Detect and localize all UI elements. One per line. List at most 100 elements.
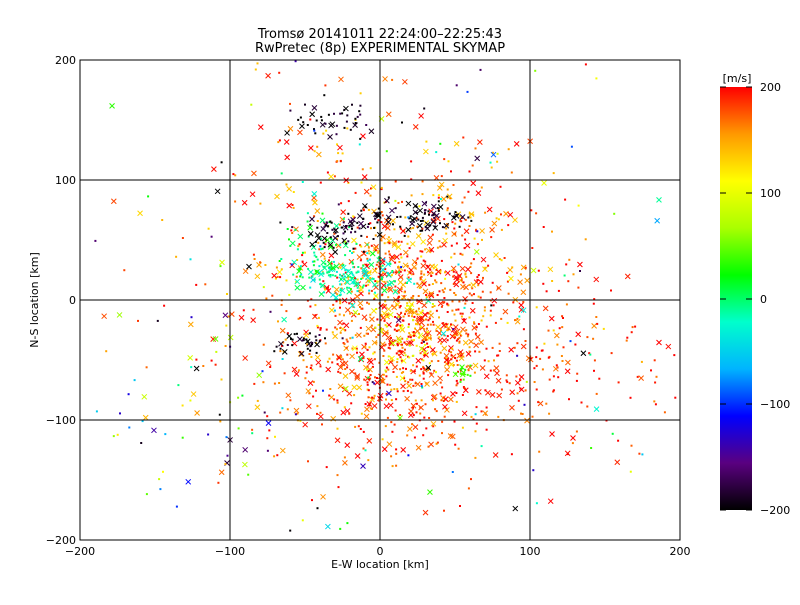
data-point-dot <box>463 318 465 321</box>
data-point-cross <box>378 303 384 309</box>
data-point-dot <box>344 240 347 243</box>
data-point-dot <box>419 352 422 355</box>
data-point-dot <box>407 335 410 338</box>
data-point-cross <box>354 373 361 380</box>
data-point-cross <box>459 214 466 220</box>
data-point-cross <box>478 339 485 346</box>
data-point-dot <box>316 507 319 510</box>
data-point-dot <box>112 435 115 438</box>
data-point-cross <box>462 387 469 394</box>
data-point-dot <box>461 201 464 204</box>
data-point-dot <box>373 351 376 354</box>
data-point-cross <box>435 215 441 222</box>
data-point-cross <box>395 335 402 342</box>
data-point-dot <box>378 361 381 364</box>
data-point-dot <box>407 314 410 317</box>
data-point-cross <box>371 267 378 274</box>
data-point-dot <box>327 225 329 228</box>
data-point-dot <box>460 279 463 282</box>
data-point-dot <box>421 250 424 253</box>
data-point-dot <box>247 473 250 476</box>
data-point-cross <box>541 180 547 186</box>
data-point-dot <box>421 386 424 389</box>
data-point-dot <box>401 200 403 203</box>
data-point-dot <box>408 247 411 250</box>
data-point-cross <box>385 306 392 313</box>
data-point-dot <box>372 238 375 240</box>
data-point-cross <box>437 375 443 382</box>
x-tick-label: 0 <box>377 545 384 558</box>
data-point-dot <box>586 336 589 339</box>
data-point-dot <box>370 227 372 230</box>
data-point-dot <box>348 302 351 305</box>
data-point-dot <box>359 104 362 107</box>
data-point-dot <box>344 275 346 278</box>
data-point-dot <box>464 238 467 241</box>
data-point-dot <box>237 396 240 399</box>
data-point-dot <box>415 322 417 325</box>
data-point-dot <box>322 132 325 135</box>
data-point-dot <box>360 412 363 415</box>
data-point-dot <box>337 370 340 373</box>
data-point-cross <box>518 306 525 313</box>
data-point-cross <box>361 174 368 180</box>
data-point-dot <box>548 412 551 415</box>
data-point-dot <box>309 305 312 308</box>
data-point-dot <box>454 357 457 359</box>
data-point-dot <box>313 150 316 153</box>
data-point-dot <box>436 294 439 296</box>
data-point-dot <box>362 264 365 267</box>
data-point-dot <box>423 416 426 419</box>
data-point-cross <box>278 340 284 347</box>
data-point-dot <box>391 465 394 468</box>
data-point-dot <box>535 364 538 367</box>
data-point-dot <box>297 118 300 121</box>
y-tick-label: 0 <box>69 294 76 307</box>
data-point-dot <box>394 180 397 183</box>
data-point-dot <box>377 207 380 210</box>
data-point-cross <box>463 228 470 235</box>
data-point-dot <box>432 425 435 428</box>
data-point-dot <box>367 332 369 335</box>
data-point-cross <box>591 323 597 329</box>
data-point-dot <box>435 151 438 154</box>
data-point-dot <box>453 420 456 423</box>
data-point-dot <box>352 247 355 250</box>
data-point-dot <box>435 309 438 312</box>
data-point-dot <box>264 264 267 266</box>
data-point-dot <box>427 319 430 322</box>
data-point-dot <box>347 200 350 203</box>
data-point-dot <box>394 255 396 258</box>
y-tick-label: 200 <box>55 54 76 67</box>
y-tick-label: −100 <box>46 414 76 427</box>
data-point-dot <box>489 291 492 294</box>
data-point-dot <box>408 356 411 359</box>
data-point-dot <box>384 252 387 255</box>
data-point-dot <box>163 304 166 307</box>
data-point-dot <box>269 366 272 368</box>
data-point-dot <box>391 271 394 273</box>
data-point-cross <box>297 351 304 357</box>
data-point-cross <box>427 489 433 495</box>
data-point-dot <box>399 324 402 327</box>
data-point-cross <box>357 355 364 362</box>
data-point-dot <box>325 221 328 224</box>
data-point-cross <box>443 357 450 364</box>
data-point-dot <box>375 336 378 339</box>
data-point-cross <box>283 139 290 145</box>
data-point-dot <box>289 109 292 112</box>
data-point-dot <box>204 283 207 286</box>
data-point-dot <box>367 283 370 286</box>
data-point-dot <box>442 291 445 294</box>
data-point-dot <box>437 200 440 203</box>
data-point-cross <box>319 121 326 128</box>
data-point-dot <box>296 412 299 415</box>
data-point-dot <box>462 378 465 381</box>
data-point-cross <box>340 209 347 215</box>
data-point-dot <box>366 381 369 384</box>
data-point-dot <box>457 338 460 341</box>
colorbar-tick-label: −200 <box>760 504 790 517</box>
data-point-dot <box>347 240 350 243</box>
data-point-dot <box>511 266 514 269</box>
data-point-cross <box>408 308 415 315</box>
